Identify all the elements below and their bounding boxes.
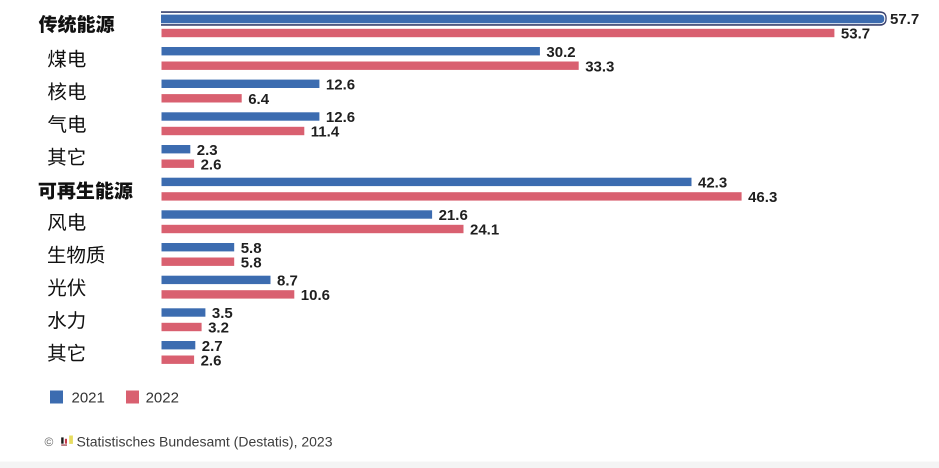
svg-text:2.6: 2.6 <box>201 156 222 173</box>
svg-text:2.6: 2.6 <box>201 352 222 369</box>
svg-text:42.3: 42.3 <box>698 175 727 192</box>
svg-text:12.6: 12.6 <box>326 109 355 126</box>
svg-text:24.1: 24.1 <box>470 222 499 239</box>
svg-text:2.7: 2.7 <box>202 338 223 355</box>
svg-text:8.7: 8.7 <box>277 273 298 290</box>
svg-text:46.3: 46.3 <box>748 189 777 206</box>
svg-text:21.6: 21.6 <box>439 207 468 224</box>
svg-text:2.3: 2.3 <box>197 142 218 159</box>
svg-text:12.6: 12.6 <box>326 77 355 94</box>
svg-text:11.4: 11.4 <box>311 124 340 141</box>
svg-text:3.5: 3.5 <box>212 305 233 322</box>
svg-text:2022: 2022 <box>146 389 179 406</box>
svg-text:©: © <box>45 435 54 449</box>
svg-text:33.3: 33.3 <box>585 58 614 75</box>
svg-text:57.7: 57.7 <box>890 11 919 28</box>
svg-text:30.2: 30.2 <box>546 44 575 61</box>
svg-text:2021: 2021 <box>72 389 105 406</box>
svg-text:10.6: 10.6 <box>301 287 330 304</box>
svg-text:5.8: 5.8 <box>241 240 262 257</box>
svg-text:6.4: 6.4 <box>248 91 270 108</box>
svg-text:53.7: 53.7 <box>841 26 870 43</box>
svg-text:Statistisches Bundesamt (Desta: Statistisches Bundesamt (Destatis), 2023 <box>77 433 333 449</box>
svg-text:5.8: 5.8 <box>241 254 262 271</box>
svg-text:3.2: 3.2 <box>208 320 229 337</box>
